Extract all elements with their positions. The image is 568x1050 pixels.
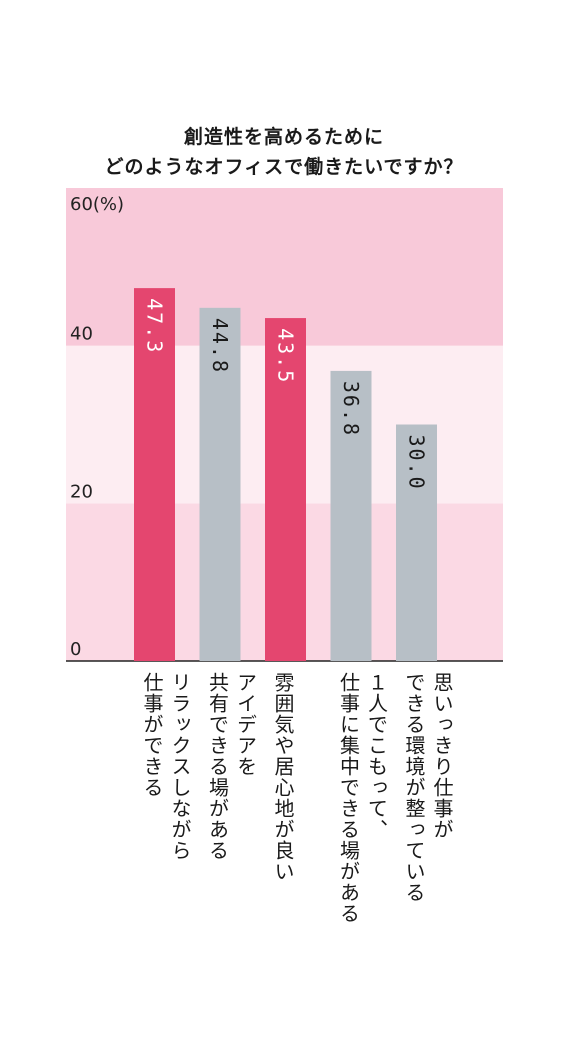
category-label: １人でこもって、 仕事に集中できる場がある xyxy=(336,672,389,924)
category-label: リラックスしながら 仕事ができる xyxy=(140,672,192,861)
bar-value-label: 30.0 xyxy=(405,435,429,491)
y-tick-label: 60(%) xyxy=(70,194,124,215)
category-label: 雰囲気や居心地が良い xyxy=(271,672,295,882)
y-tick-label: 0 xyxy=(70,639,81,660)
bar-value-label: 36.8 xyxy=(339,381,363,437)
bar-value-label: 47.3 xyxy=(143,298,167,354)
y-tick-label: 40 xyxy=(70,324,93,345)
chart-title-line-2: どのようなオフィスで働きたいですか？ xyxy=(104,156,464,178)
chart-title-line-1: 創造性を高めるために xyxy=(183,126,384,148)
bar xyxy=(396,424,437,661)
bar xyxy=(134,288,175,661)
category-label: アイデアを 共有できる場がある xyxy=(205,672,258,861)
bar xyxy=(265,318,306,661)
bar-chart: 0 20 40 60(%) 47.3 44.8 43.5 36.8 30.0 xyxy=(66,188,503,662)
bar-value-label: 43.5 xyxy=(274,328,298,384)
y-tick-label: 20 xyxy=(70,481,93,502)
bar xyxy=(199,307,241,661)
bar-value-label: 44.8 xyxy=(208,318,232,374)
bar xyxy=(330,370,372,661)
category-label: 思いっきり仕事が できる環境が整っている xyxy=(402,672,454,903)
